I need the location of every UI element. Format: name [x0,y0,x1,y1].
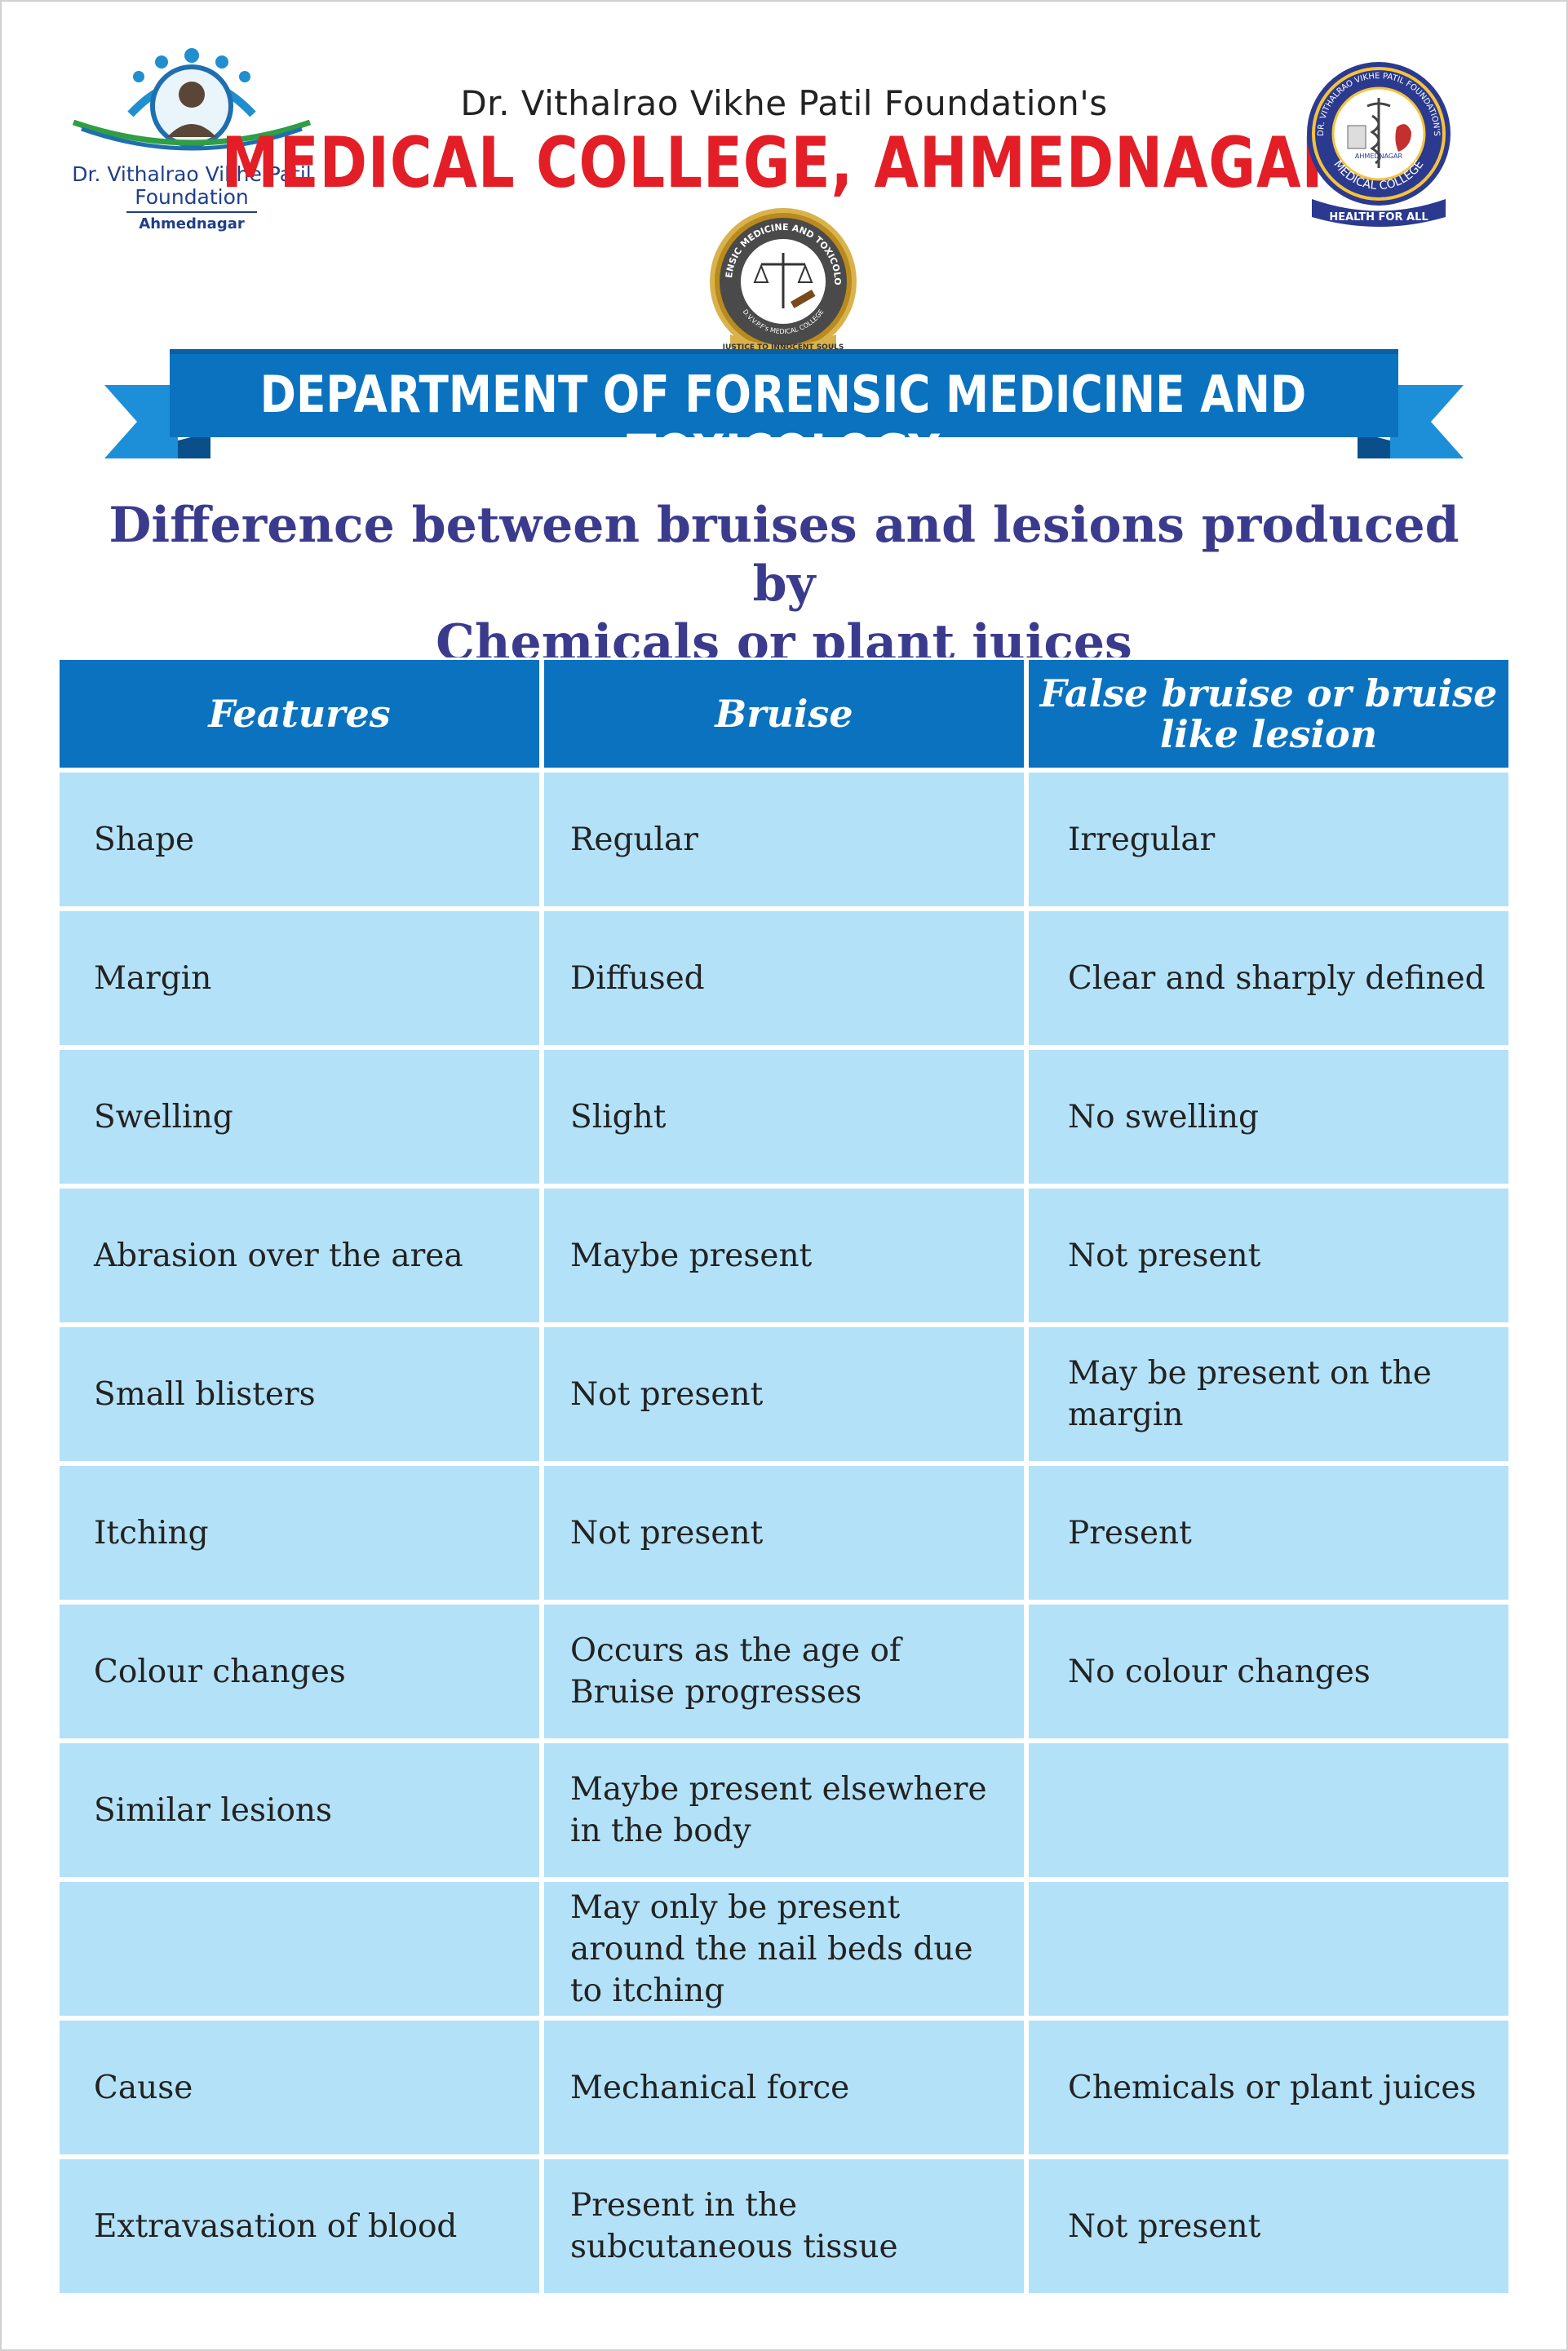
feature-cell [57,1879,542,2018]
svg-text:AHMEDNAGAR: AHMEDNAGAR [1355,153,1403,160]
feature-cell: Shape [57,770,542,909]
bruise-cell: Not present [542,1463,1026,1602]
svg-text:Dr. Vithalrao Vikhe Patil: Dr. Vithalrao Vikhe Patil [72,162,312,186]
bruise-cell: Diffused [542,909,1026,1047]
table-row: Itching Not present Present [57,1463,1511,1602]
gavel-icon [791,290,816,308]
svg-text:JUSTICE TO INNOCENT SOULS: JUSTICE TO INNOCENT SOULS [722,343,844,352]
bruise-cell: Maybe present [542,1186,1026,1325]
feature-cell: Small blisters [57,1325,542,1463]
feature-cell: Abrasion over the area [57,1186,542,1325]
heart-icon [1395,124,1411,152]
false-bruise-cell: No swelling [1026,1047,1511,1186]
college-emblem: DR. VITHALRAO VIKHE PATIL FOUNDATION'S M… [1307,62,1451,227]
table-row: Cause Mechanical force Chemicals or plan… [57,2018,1511,2157]
department-ribbon [104,349,1464,458]
bruise-cell: Maybe present elsewhere in the body [542,1741,1026,1879]
false-bruise-cell: Not present [1026,1186,1511,1325]
table-row: May only be present around the nail beds… [57,1879,1511,2018]
book-icon [1347,125,1366,149]
false-bruise-cell: Present [1026,1463,1511,1602]
table-row: Shape Regular Irregular [57,770,1511,909]
bruise-cell: Regular [542,770,1026,909]
false-bruise-cell: Chemicals or plant juices [1026,2018,1511,2157]
false-bruise-cell: Clear and sharply defined [1026,909,1511,1047]
department-seal: FORENSIC MEDICINE AND TOXICOLOGY D.V.V.P… [706,204,857,357]
foundation-name: Dr. Vithalrao Vikhe Patil Foundation's [460,83,1108,123]
table-row: Abrasion over the area Maybe present Not… [57,1186,1511,1325]
svg-text:Ahmednagar: Ahmednagar [139,215,245,232]
feature-cell: Cause [57,2018,542,2157]
table-row: Similar lesions Maybe present elsewhere … [57,1741,1511,1879]
svg-text:Foundation: Foundation [135,185,249,209]
header-cell-false-bruise: False bruise or bruise like lesion [1026,657,1511,770]
bruise-cell: Occurs as the age of Bruise progresses [542,1602,1026,1741]
scales-of-justice-icon [753,253,813,308]
department-title: DEPARTMENT OF FORENSIC MEDICINE AND TOXI… [259,365,1307,483]
caduceus-icon [1366,98,1391,168]
table-row: Colour changes Occurs as the age of Brui… [57,1602,1511,1741]
false-bruise-cell: May be present on the margin [1026,1325,1511,1463]
false-bruise-cell [1026,1741,1511,1879]
table-row: Margin Diffused Clear and sharply define… [57,909,1511,1047]
feature-cell: Colour changes [57,1602,542,1741]
bruise-cell: Present in the subcutaneous tissue [542,2157,1026,2296]
bruise-cell: Slight [542,1047,1026,1186]
table-header-row: Features Bruise False bruise or bruise l… [57,657,1511,770]
table-row: Extravasation of blood Present in the su… [57,2157,1511,2296]
false-bruise-cell: Irregular [1026,770,1511,909]
table-row: Swelling Slight No swelling [57,1047,1511,1186]
svg-text:HEALTH FOR ALL: HEALTH FOR ALL [1329,211,1428,224]
header-cell-features: Features [57,657,542,770]
false-bruise-cell: Not present [1026,2157,1511,2296]
college-name: MEDICAL COLLEGE, AHMEDNAGAR [221,122,1347,204]
bruise-cell: May only be present around the nail beds… [542,1879,1026,2018]
false-bruise-cell: No colour changes [1026,1602,1511,1741]
bruise-cell: Not present [542,1325,1026,1463]
bruise-cell: Mechanical force [542,2018,1026,2157]
false-bruise-cell [1026,1879,1511,2018]
header-cell-bruise: Bruise [542,657,1026,770]
poster-subtitle: Difference between bruises and lesions p… [82,496,1486,672]
feature-cell: Extravasation of blood [57,2157,542,2296]
feature-cell: Swelling [57,1047,542,1186]
subtitle-line-1: Difference between bruises and lesions p… [109,497,1459,613]
table-row: Small blisters Not present May be presen… [57,1325,1511,1463]
foundation-logo: Dr. Vithalrao Vikhe Patil Foundation Ahm… [72,48,312,232]
comparison-table: Features Bruise False bruise or bruise l… [57,657,1511,2296]
feature-cell: Itching [57,1463,542,1602]
feature-cell: Similar lesions [57,1741,542,1879]
feature-cell: Margin [57,909,542,1047]
